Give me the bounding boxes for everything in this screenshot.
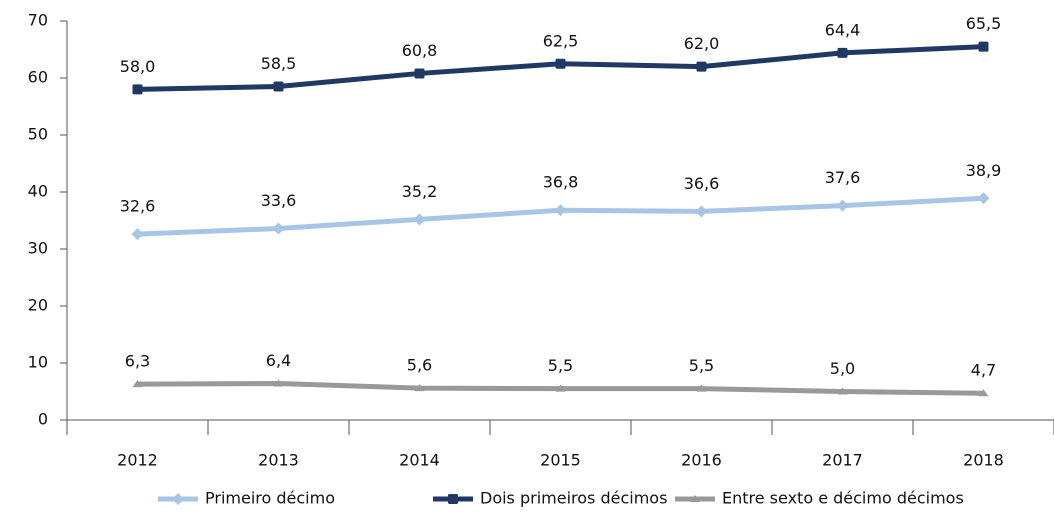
x-tick-label: 2015 — [540, 451, 581, 470]
data-label: 38,9 — [966, 161, 1002, 180]
marker — [836, 199, 849, 212]
data-label: 5,0 — [830, 359, 855, 378]
data-label: 5,6 — [407, 356, 432, 375]
legend-label: Entre sexto e décimo décimos — [722, 489, 964, 508]
marker — [696, 384, 707, 392]
y-tick-label: 10 — [28, 353, 48, 372]
marker — [414, 384, 425, 392]
marker — [272, 222, 285, 235]
y-tick-label: 60 — [28, 68, 48, 87]
marker — [414, 68, 425, 79]
data-label: 5,5 — [689, 356, 714, 375]
data-label: 62,5 — [543, 31, 579, 50]
marker — [696, 61, 707, 72]
marker — [978, 41, 989, 52]
y-tick-label: 70 — [28, 11, 48, 30]
x-tick-label: 2018 — [963, 451, 1004, 470]
marker — [273, 379, 284, 387]
data-label: 35,2 — [402, 182, 438, 201]
marker — [695, 205, 708, 218]
y-tick-label: 0 — [38, 410, 48, 429]
legend-label: Primeiro décimo — [205, 489, 335, 508]
data-label: 65,5 — [966, 14, 1002, 33]
data-label: 37,6 — [825, 168, 861, 187]
data-label: 6,3 — [125, 352, 150, 371]
marker — [554, 204, 567, 217]
data-label: 62,0 — [684, 34, 720, 53]
marker — [172, 493, 184, 505]
marker — [837, 387, 848, 395]
marker — [690, 495, 700, 502]
x-tick-label: 2014 — [399, 451, 440, 470]
data-label: 58,0 — [120, 57, 156, 76]
marker — [273, 81, 284, 92]
x-tick-label: 2017 — [822, 451, 863, 470]
marker — [837, 47, 848, 58]
data-label: 60,8 — [402, 41, 438, 60]
data-label: 5,5 — [548, 356, 573, 375]
y-tick-label: 40 — [28, 182, 48, 201]
y-tick-label: 20 — [28, 296, 48, 315]
marker — [413, 213, 426, 226]
y-tick-label: 50 — [28, 125, 48, 144]
data-label: 33,6 — [261, 191, 297, 210]
marker — [448, 494, 458, 504]
marker — [978, 389, 989, 397]
legend-label: Dois primeiros décimos — [480, 489, 667, 508]
x-tick-label: 2016 — [681, 451, 722, 470]
marker — [132, 380, 143, 388]
marker — [555, 384, 566, 392]
y-tick-label: 30 — [28, 239, 48, 258]
data-label: 4,7 — [971, 361, 996, 380]
marker — [132, 84, 143, 95]
marker — [555, 58, 566, 69]
data-label: 64,4 — [825, 20, 861, 39]
marker — [977, 192, 990, 205]
data-label: 36,6 — [684, 174, 720, 193]
marker — [131, 228, 144, 241]
data-label: 58,5 — [261, 54, 297, 73]
data-label: 36,8 — [543, 173, 579, 192]
data-label: 32,6 — [120, 197, 156, 216]
data-label: 6,4 — [266, 351, 291, 370]
x-tick-label: 2012 — [117, 451, 158, 470]
x-tick-label: 2013 — [258, 451, 299, 470]
